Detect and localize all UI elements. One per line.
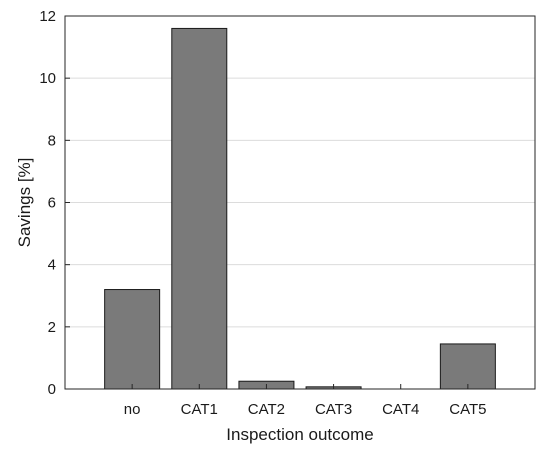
y-tick-label: 4: [48, 257, 56, 274]
bar-cat1: [171, 27, 228, 390]
x-tick-label-cat5: CAT5: [449, 401, 486, 418]
x-axis-label: Inspection outcome: [226, 425, 373, 444]
grid-lines: [65, 77, 535, 328]
y-tick-label: 0: [48, 381, 56, 398]
y-tick-label: 8: [48, 132, 56, 149]
bar-no: [104, 289, 161, 390]
y-tick-label: 12: [39, 8, 56, 25]
x-tick-label-cat4: CAT4: [382, 401, 419, 418]
y-axis-label: Savings [%]: [15, 158, 34, 248]
y-axis: 0 2 4 6 8 10 12: [39, 8, 70, 398]
y-tick-label: 10: [39, 70, 56, 87]
bar-cat5: [439, 343, 496, 390]
bars: [104, 27, 496, 390]
x-axis: no CAT1 CAT2 CAT3 CAT4 CAT5: [124, 384, 486, 418]
x-tick-label-cat3: CAT3: [315, 401, 352, 418]
y-tick-label: 2: [48, 319, 56, 336]
x-tick-label-no: no: [124, 401, 141, 418]
x-tick-label-cat2: CAT2: [248, 401, 285, 418]
y-tick-label: 6: [48, 195, 56, 212]
x-tick-label-cat1: CAT1: [181, 401, 218, 418]
